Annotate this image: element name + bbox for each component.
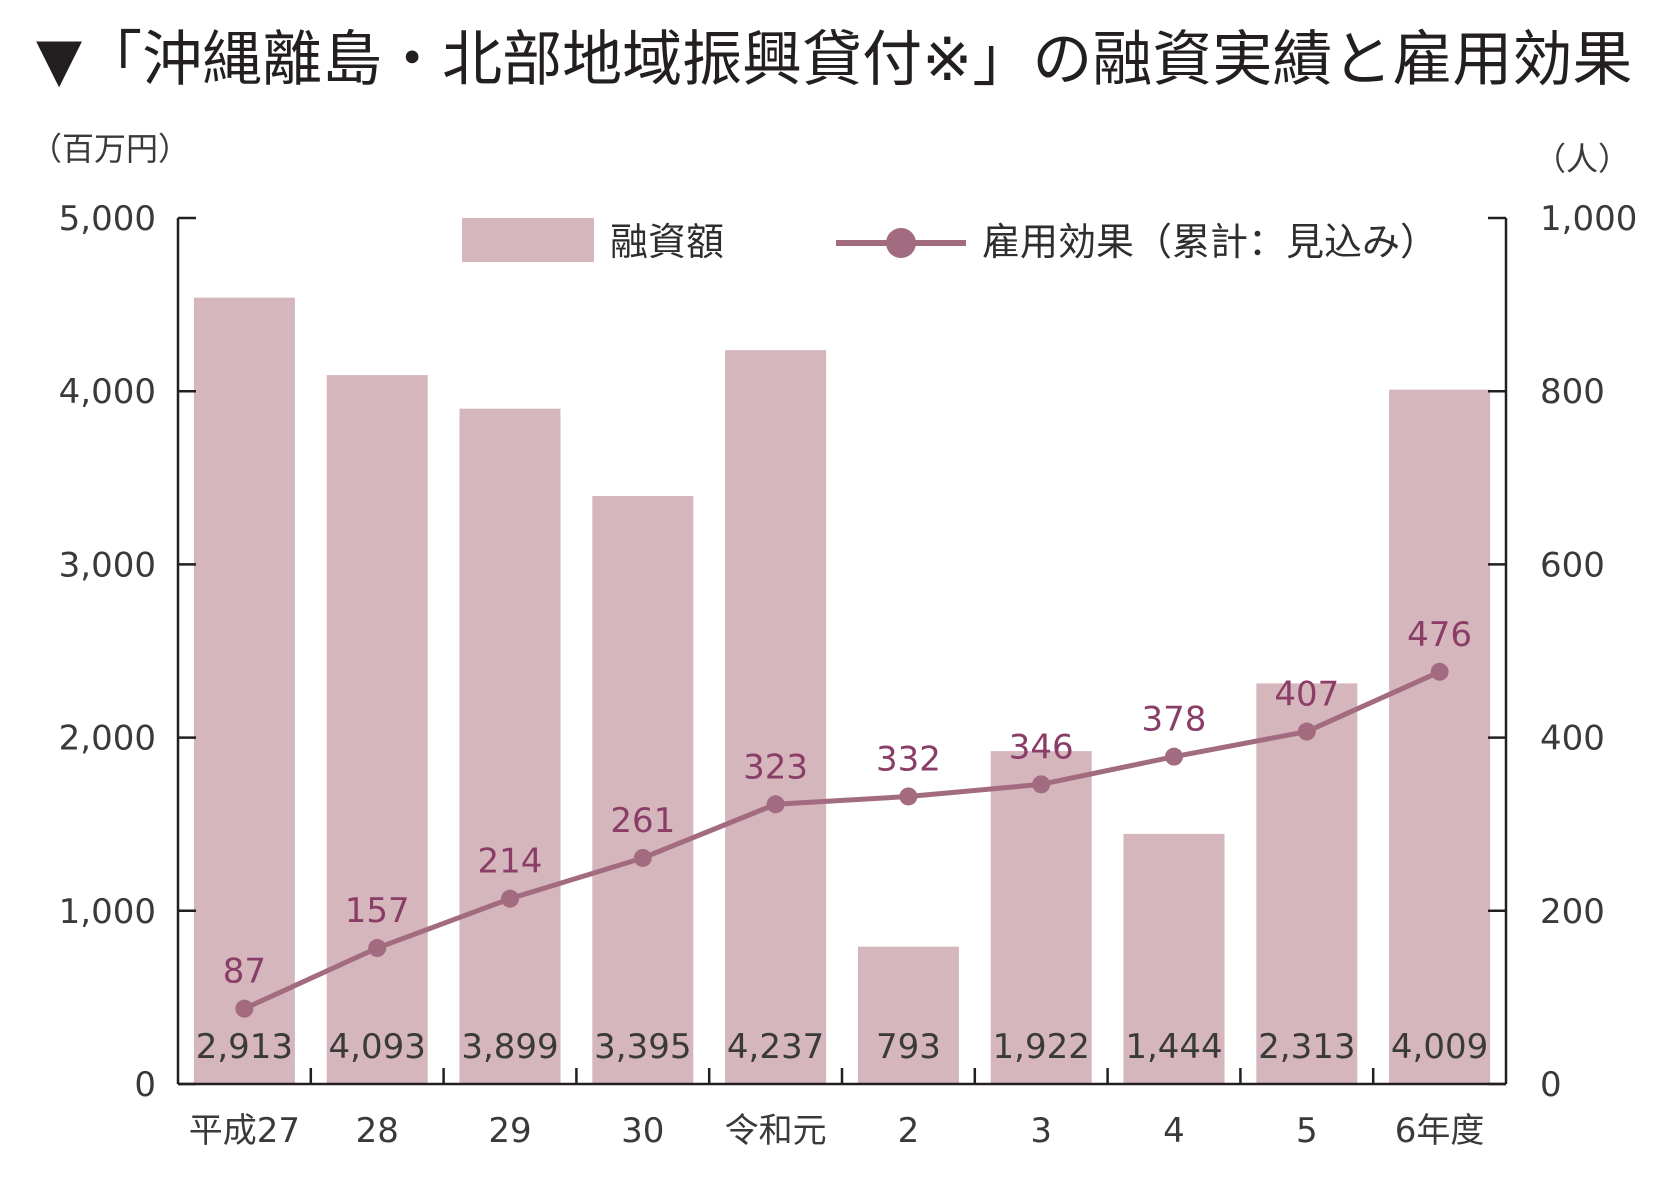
bar bbox=[326, 375, 428, 1084]
bar-value-label: 4,093 bbox=[329, 1027, 426, 1067]
legend-bar-label: 融資額 bbox=[610, 220, 724, 264]
chart-title: ▼「沖縄離島・北部地域振興貸付※」の融資実績と雇用効果 bbox=[36, 25, 1632, 95]
line-value-label: 261 bbox=[610, 801, 675, 841]
bar bbox=[1256, 683, 1358, 1084]
x-tick-label: 4 bbox=[1163, 1111, 1185, 1151]
x-tick-label: 3 bbox=[1030, 1111, 1052, 1151]
x-tick-label: 2 bbox=[898, 1111, 920, 1151]
left-tick-label: 0 bbox=[134, 1065, 156, 1105]
line-point bbox=[501, 889, 519, 908]
axes: 0 1,000 2,000 3,000 4,000 5,000 0 200 400 600 800 1… bbox=[59, 199, 1638, 1151]
bar-value-label: 3,899 bbox=[461, 1027, 558, 1067]
right-axis-unit: （人） bbox=[1534, 140, 1630, 178]
data-labels: 2,913 4,093 3,899 3,395 4,237 793 1,922 1,444 2,… bbox=[196, 615, 1489, 1067]
bar-value-label: 1,922 bbox=[993, 1027, 1090, 1067]
right-tick-label: 200 bbox=[1540, 892, 1605, 932]
bar-value-label: 793 bbox=[876, 1027, 941, 1067]
x-tick-label: 5 bbox=[1296, 1111, 1318, 1151]
line-point bbox=[899, 787, 918, 806]
line-point bbox=[1297, 722, 1316, 741]
line-point bbox=[633, 848, 652, 867]
left-tick-label: 4,000 bbox=[59, 372, 156, 412]
left-tick-label: 3,000 bbox=[59, 545, 156, 585]
bar-value-label: 3,395 bbox=[594, 1027, 691, 1067]
legend-bar-swatch bbox=[462, 218, 594, 262]
x-tick-label: 平成27 bbox=[189, 1111, 300, 1151]
bar bbox=[193, 297, 295, 1084]
x-tick-label: 令和元 bbox=[725, 1111, 827, 1151]
line-value-label: 378 bbox=[1142, 700, 1207, 740]
line-point bbox=[235, 999, 254, 1018]
line-value-label: 346 bbox=[1009, 727, 1074, 767]
bar-series bbox=[193, 297, 1491, 1085]
line-value-label: 476 bbox=[1407, 615, 1472, 655]
line-series bbox=[235, 662, 1449, 1018]
bar bbox=[1389, 389, 1491, 1084]
bar bbox=[592, 495, 694, 1085]
bar-value-label: 2,913 bbox=[196, 1027, 293, 1067]
bar-value-label: 2,313 bbox=[1258, 1027, 1355, 1067]
bar bbox=[857, 946, 959, 1084]
legend-line-marker bbox=[886, 228, 916, 258]
x-tick-label: 6年度 bbox=[1395, 1111, 1485, 1151]
line-point bbox=[1430, 662, 1449, 681]
bar bbox=[1123, 833, 1225, 1084]
bar bbox=[990, 751, 1092, 1084]
line-point bbox=[766, 795, 785, 814]
line-value-label: 332 bbox=[876, 739, 941, 779]
right-tick-label: 600 bbox=[1540, 545, 1605, 585]
left-tick-label: 2,000 bbox=[59, 719, 156, 759]
right-tick-label: 1,000 bbox=[1540, 199, 1637, 239]
x-tick-label: 30 bbox=[621, 1111, 664, 1151]
employment-line bbox=[243, 669, 1441, 1011]
bar bbox=[725, 350, 827, 1084]
left-axis-unit: （百万円） bbox=[30, 130, 190, 168]
line-value-label: 87 bbox=[223, 952, 266, 992]
line-point bbox=[368, 939, 387, 958]
line-value-label: 407 bbox=[1274, 675, 1339, 715]
bar-value-label: 4,009 bbox=[1391, 1027, 1488, 1067]
bar-value-label: 1,444 bbox=[1125, 1027, 1222, 1067]
bar bbox=[459, 408, 561, 1084]
legend: 融資額 雇用効果（累計：見込み） bbox=[462, 218, 1438, 264]
x-tick-label: 28 bbox=[356, 1111, 399, 1151]
right-tick-label: 800 bbox=[1540, 372, 1605, 412]
left-tick-label: 1,000 bbox=[59, 892, 156, 932]
bar-value-label: 4,237 bbox=[727, 1027, 824, 1067]
line-value-label: 214 bbox=[478, 842, 543, 882]
x-tick-label: 29 bbox=[488, 1111, 531, 1151]
left-tick-label: 5,000 bbox=[59, 199, 156, 239]
line-value-label: 157 bbox=[345, 891, 410, 931]
line-point bbox=[1165, 747, 1183, 766]
legend-line-label: 雇用効果（累計：見込み） bbox=[982, 220, 1438, 264]
line-point bbox=[1032, 775, 1051, 794]
right-tick-label: 0 bbox=[1540, 1065, 1562, 1105]
line-value-label: 323 bbox=[743, 747, 808, 787]
right-tick-label: 400 bbox=[1540, 719, 1605, 759]
